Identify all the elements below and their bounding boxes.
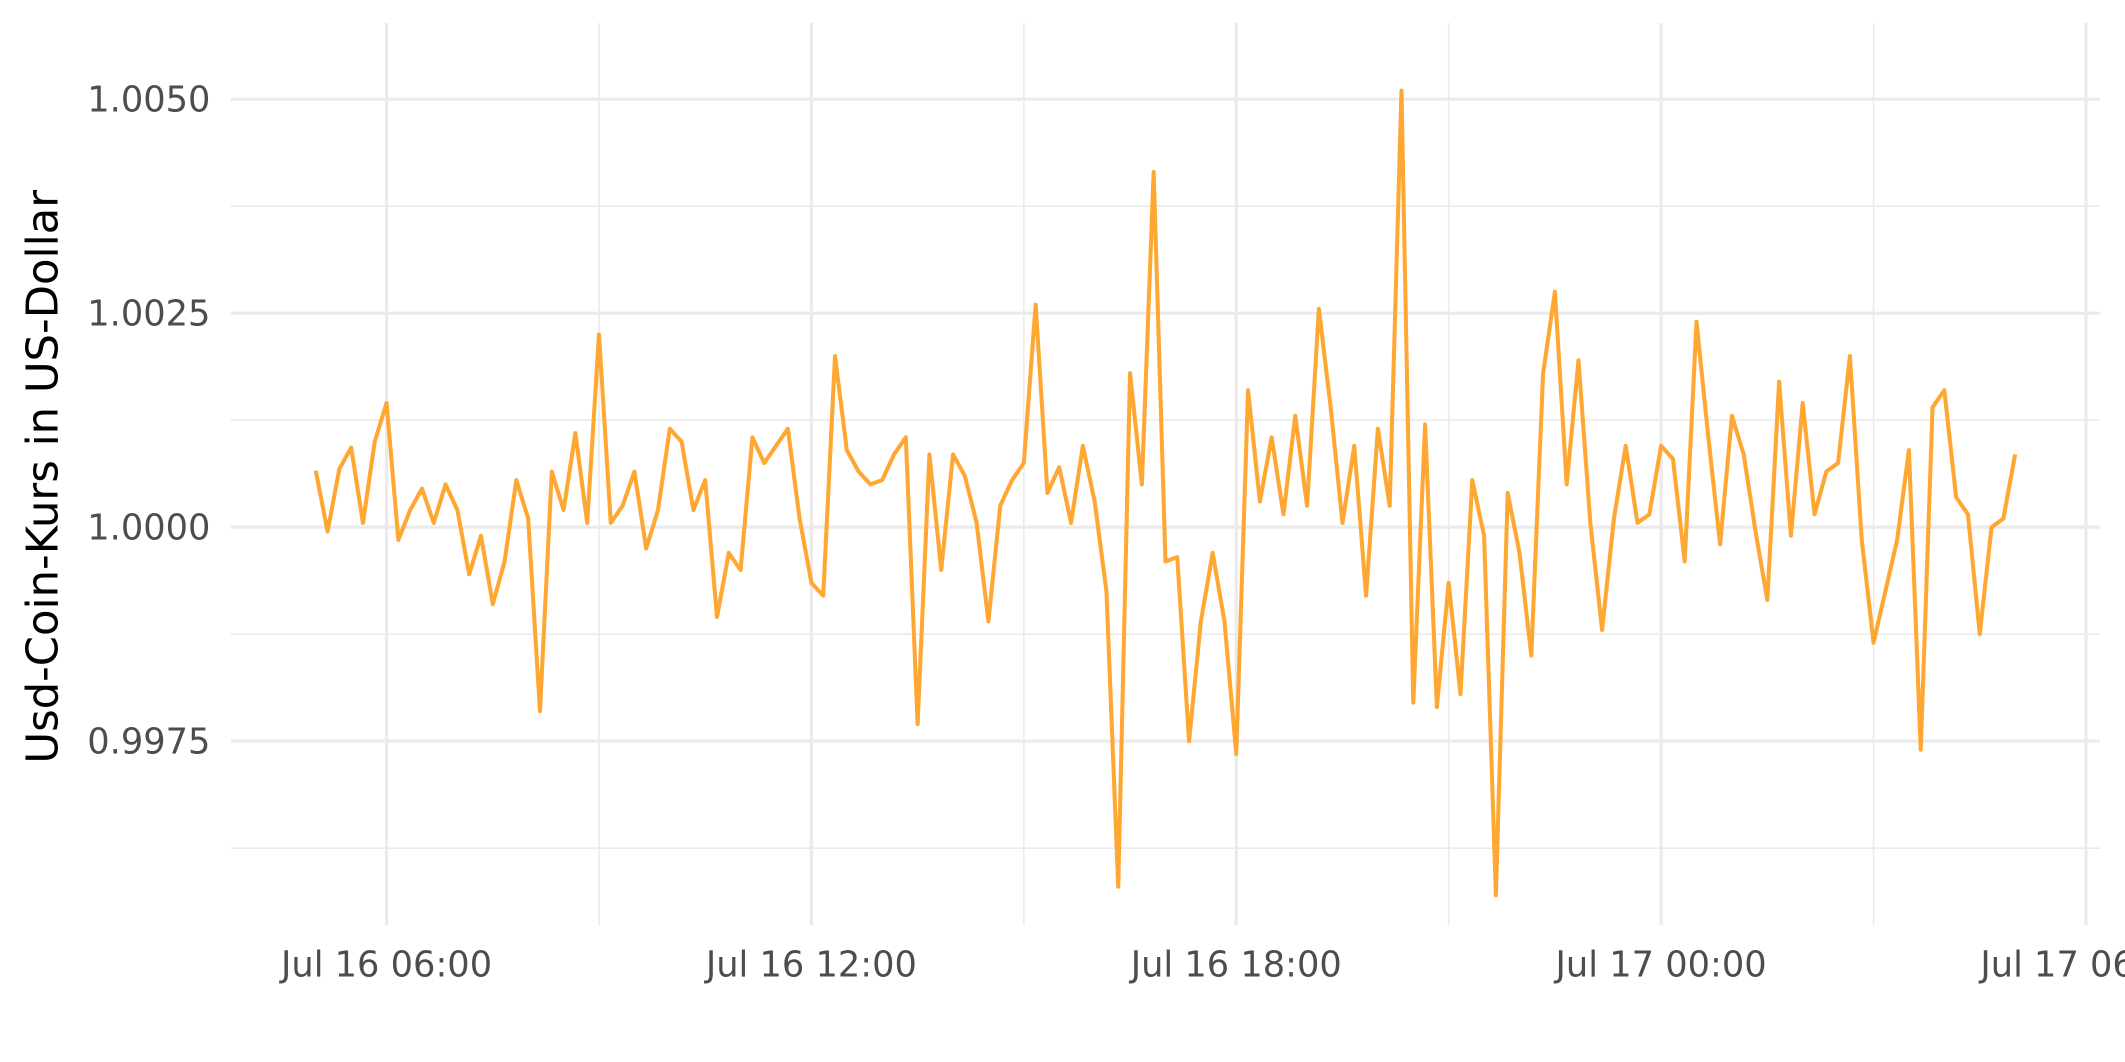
x-tick-label: Jul 17 00:00 — [1554, 945, 1767, 986]
y-tick-label: 1.0025 — [87, 293, 210, 334]
x-tick-label: Jul 16 12:00 — [704, 945, 917, 986]
x-tick-label: Jul 17 06:00 — [1978, 945, 2125, 986]
plot-area — [313, 88, 2018, 898]
x-tick-label: Jul 16 06:00 — [279, 945, 492, 986]
axis-labels: 0.9975 1.0000 1.0025 1.0050 Jul 16 06:00 Jul … — [87, 79, 2125, 985]
price-line — [313, 88, 2018, 898]
y-tick-label: 1.0000 — [87, 507, 210, 548]
y-tick-label: 0.9975 — [87, 721, 210, 762]
grid — [230, 23, 2101, 926]
x-tick-label: Jul 16 18:00 — [1129, 945, 1342, 986]
y-axis-title: Usd-Coin-Kurs in US-Dollar — [18, 190, 68, 764]
y-tick-label: 1.0050 — [87, 79, 210, 120]
